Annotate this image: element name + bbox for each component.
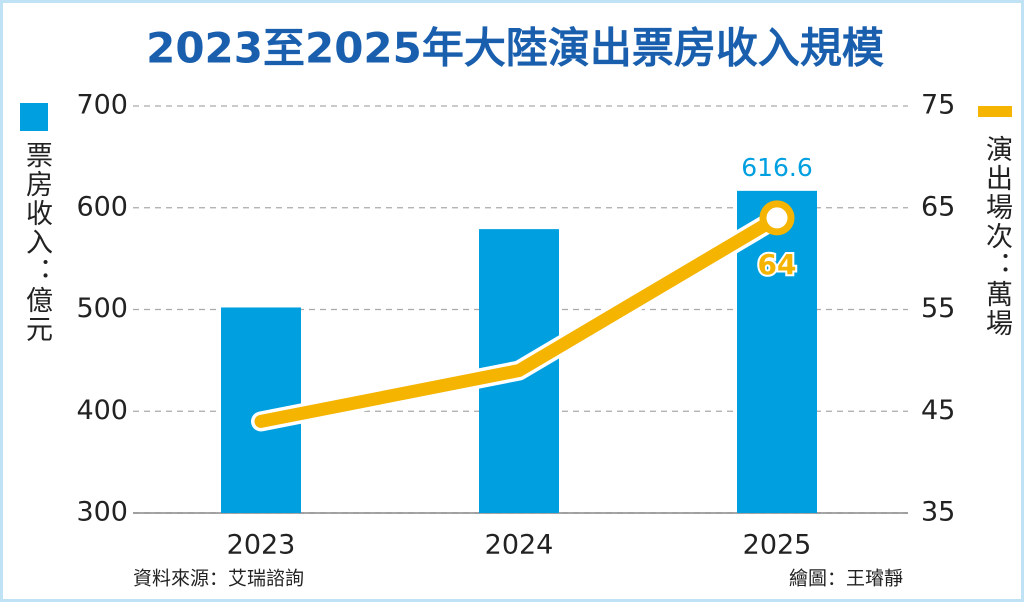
chart-title: 2023至2025年大陸演出票房收入規模 [146,24,884,73]
y2-tick-label: 65 [921,191,955,222]
x-tick-label: 2024 [485,530,554,561]
value-label: 64 [758,248,797,281]
y2-tick-label: 45 [921,395,955,426]
legend-label: 演出場次：萬場 [981,135,1012,338]
y-tick-label: 600 [76,191,128,222]
y-tick-label: 500 [76,293,128,324]
source: 資料來源：艾瑞諮詢 [133,568,304,590]
line [254,211,784,428]
y-tick-label: 700 [76,90,128,121]
y2-tick-label: 75 [921,90,955,121]
x-tick-label: 2025 [743,530,812,561]
legend-label: 票房收入：億元 [21,141,52,344]
y2-tick-label: 55 [921,293,955,324]
legend-marker [20,103,48,131]
y2-tick-label: 35 [921,497,955,528]
line-point [759,200,795,236]
legend-marker [978,106,1012,117]
y-tick-label: 300 [76,497,128,528]
chart-svg: 2023至2025年大陸演出票房收入規模 資料來源：艾瑞諮詢 繪圖：王璿靜 30… [76,24,955,590]
y-tick-label: 400 [76,395,128,426]
value-label: 616.6 [741,153,813,182]
credit: 繪圖：王璿靜 [789,568,903,590]
x-tick-label: 2023 [227,530,296,561]
